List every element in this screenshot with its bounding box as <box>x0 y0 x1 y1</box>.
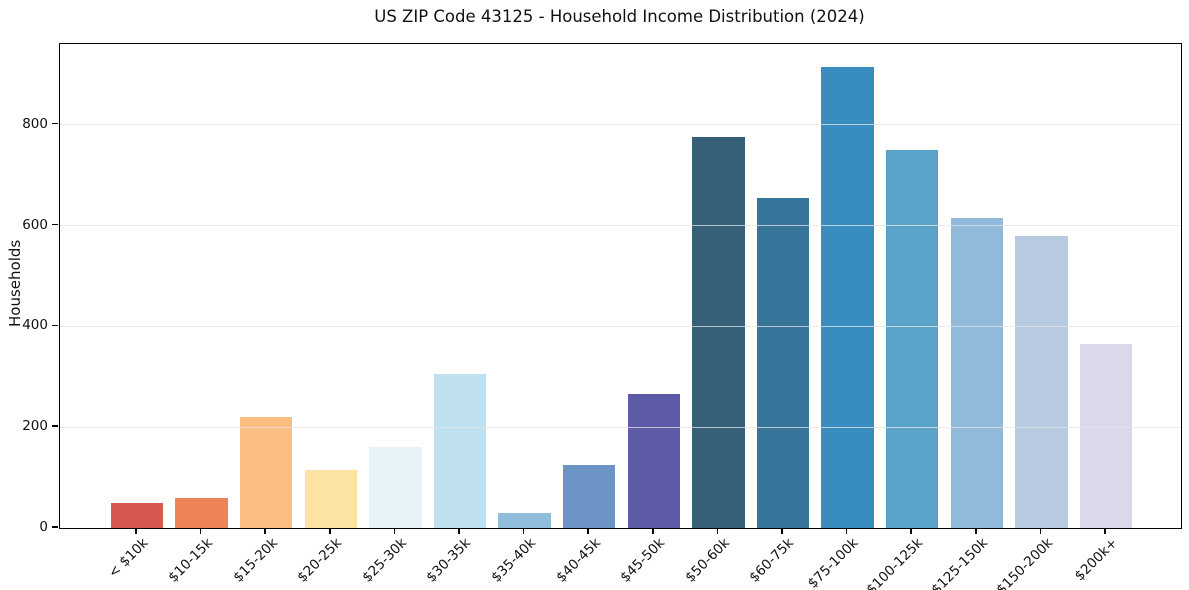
x-tick-label: $40-45k <box>552 535 604 586</box>
bar <box>1079 343 1133 528</box>
x-tick-label: $25-30k <box>359 535 410 586</box>
bar <box>433 374 487 528</box>
x-tick-label: $125-150k <box>928 535 992 590</box>
y-tick-mark <box>52 324 58 327</box>
x-tick-label: $100-125k <box>863 535 927 590</box>
chart-title: US ZIP Code 43125 - Household Income Dis… <box>374 7 865 26</box>
x-tick-label: < $10k <box>105 535 152 582</box>
y-tick-mark <box>52 223 58 226</box>
bar <box>562 464 616 528</box>
bar <box>239 417 293 528</box>
x-tick-mark <box>1104 528 1106 534</box>
bar <box>369 447 422 528</box>
bar <box>304 470 358 528</box>
bar <box>627 394 681 528</box>
gridline <box>60 124 1181 126</box>
bar <box>756 197 810 528</box>
x-tick-label: $15-20k <box>229 535 281 586</box>
bar <box>821 66 874 528</box>
x-tick-mark <box>910 528 912 534</box>
x-tick-mark <box>845 528 848 534</box>
x-tick-label: $35-40k <box>488 535 539 586</box>
x-tick-label: $20-25k <box>294 535 346 586</box>
bar <box>175 497 228 528</box>
x-tick-label: $150-200k <box>992 535 1056 590</box>
x-tick-mark <box>587 528 589 534</box>
x-tick-mark <box>522 528 525 534</box>
x-tick-label: $50-60k <box>682 535 733 586</box>
x-tick-mark <box>975 528 977 534</box>
plot-area <box>59 43 1182 529</box>
x-tick-mark <box>458 528 460 534</box>
gridline <box>60 426 1181 428</box>
y-tick-mark <box>52 122 58 125</box>
y-tick-label: 400 <box>22 317 48 334</box>
x-tick-mark <box>716 528 719 534</box>
x-tick-mark <box>329 528 331 534</box>
y-tick-label: 0 <box>39 519 48 535</box>
y-tick-mark <box>52 425 58 427</box>
y-tick-label: 800 <box>22 115 48 132</box>
x-tick-label: $30-35k <box>423 535 475 586</box>
y-tick-label: 200 <box>22 418 48 435</box>
gridline <box>60 224 1181 227</box>
y-tick-mark <box>52 526 58 528</box>
bar <box>110 502 164 528</box>
x-tick-mark <box>199 528 202 534</box>
x-tick-label: $200k+ <box>1071 535 1121 585</box>
bar <box>498 512 551 528</box>
y-axis-label: Households <box>6 239 24 327</box>
x-tick-mark <box>1039 528 1042 534</box>
x-tick-mark <box>781 528 783 534</box>
x-tick-label: $45-50k <box>617 535 669 586</box>
x-tick-mark <box>135 528 137 534</box>
x-tick-label: $10-15k <box>165 535 216 586</box>
x-tick-mark <box>652 528 654 534</box>
bar <box>885 149 939 528</box>
x-tick-mark <box>264 528 266 534</box>
x-tick-mark <box>393 528 396 534</box>
x-tick-label: $60-75k <box>746 535 798 586</box>
gridline <box>60 325 1181 327</box>
bar <box>950 217 1004 528</box>
bar <box>1015 235 1068 528</box>
x-tick-label: $75-100k <box>805 535 862 590</box>
y-tick-label: 600 <box>22 216 48 233</box>
bar <box>692 137 745 528</box>
